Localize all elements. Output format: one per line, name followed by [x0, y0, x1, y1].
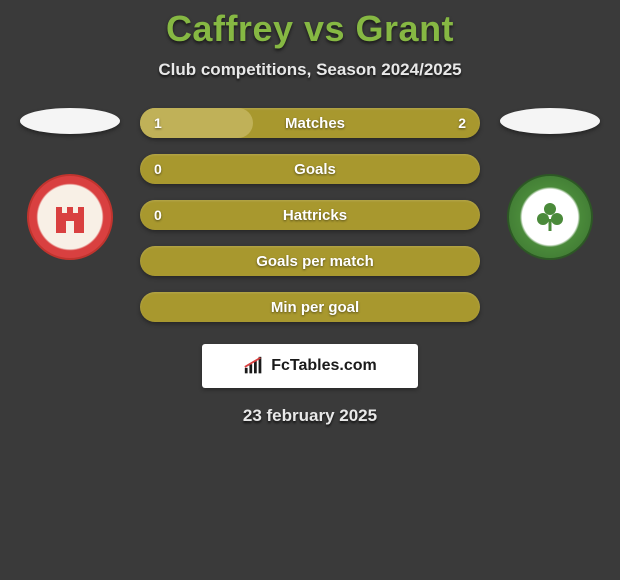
stat-label: Goals: [140, 161, 480, 178]
brand-text: FcTables.com: [271, 357, 377, 375]
stat-bar-matches: 1 Matches 2: [140, 108, 480, 138]
right-column: [500, 108, 600, 260]
shamrock-icon: [532, 199, 568, 235]
main-layout: 1 Matches 2 0 Goals 0 Hattricks Goals pe…: [0, 108, 620, 322]
left-team-crest: [27, 174, 113, 260]
left-column: [20, 108, 120, 260]
stat-bar-goals: 0 Goals: [140, 154, 480, 184]
right-oval-marker: [500, 108, 600, 134]
stat-bar-goals-per-match: Goals per match: [140, 246, 480, 276]
right-team-crest: [507, 174, 593, 260]
bar-chart-icon: [243, 356, 265, 376]
subtitle: Club competitions, Season 2024/2025: [0, 60, 620, 80]
right-value: 2: [458, 115, 466, 131]
stats-bars: 1 Matches 2 0 Goals 0 Hattricks Goals pe…: [140, 108, 480, 322]
comparison-card: Caffrey vs Grant Club competitions, Seas…: [0, 0, 620, 426]
left-oval-marker: [20, 108, 120, 134]
brand-attribution: FcTables.com: [202, 344, 418, 388]
stat-label: Min per goal: [140, 299, 480, 316]
stat-bar-hattricks: 0 Hattricks: [140, 200, 480, 230]
stat-label: Goals per match: [140, 253, 480, 270]
page-title: Caffrey vs Grant: [0, 8, 620, 50]
stat-bar-min-per-goal: Min per goal: [140, 292, 480, 322]
stat-label: Hattricks: [140, 207, 480, 224]
date-text: 23 february 2025: [0, 406, 620, 426]
stat-label: Matches: [140, 115, 480, 132]
castle-icon: [50, 197, 90, 237]
